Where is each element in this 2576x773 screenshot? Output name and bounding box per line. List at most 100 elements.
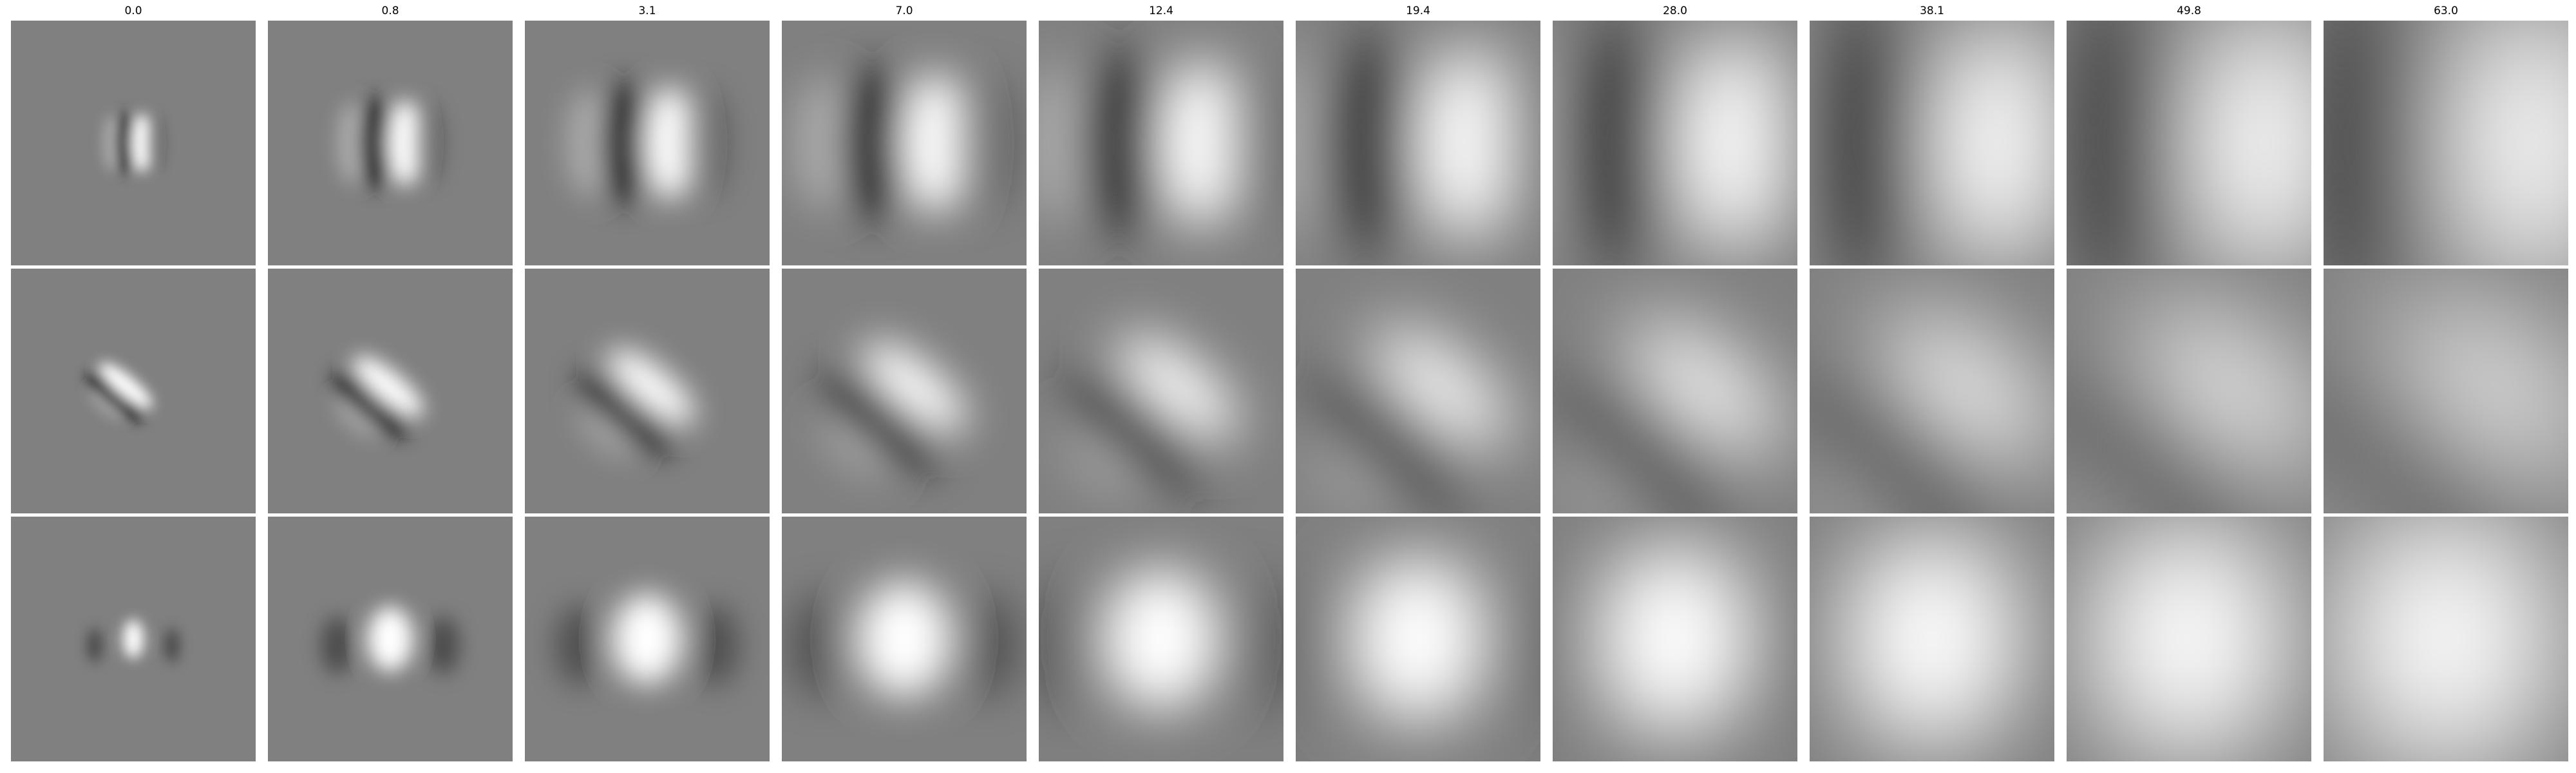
- dark-lobe: [790, 593, 856, 698]
- dark-lobe: [1564, 376, 1726, 513]
- dark-lobe: [2003, 549, 2054, 741]
- dark-lobe: [1076, 55, 1166, 231]
- column-title: 49.8: [2177, 5, 2201, 17]
- filter-panel: [782, 517, 1027, 761]
- dark-lobe: [685, 89, 728, 197]
- filter-image: [268, 517, 513, 761]
- dark-lobe: [1777, 59, 1797, 227]
- dark-lobe: [1553, 558, 1609, 732]
- filter-image: [2067, 517, 2311, 761]
- dark-lobe: [1039, 582, 1107, 709]
- filter-image: [525, 269, 770, 513]
- dark-lobe: [1072, 374, 1199, 485]
- light-lobe: [608, 348, 695, 425]
- dark-lobe: [580, 372, 672, 453]
- light-lobe: [902, 73, 969, 213]
- dark-lobe: [2266, 544, 2311, 747]
- light-lobe: [388, 100, 422, 186]
- light-lobe: [2188, 21, 2311, 265]
- filter-panel: [782, 269, 1027, 513]
- light-lobe: [123, 620, 144, 658]
- light-lobe: [337, 102, 366, 184]
- light-lobe: [354, 356, 424, 417]
- light-lobe: [2081, 517, 2297, 761]
- dark-lobe: [1314, 40, 1423, 246]
- dark-lobe: [1553, 26, 1680, 260]
- light-lobe: [1836, 530, 2028, 749]
- filter-image: [1296, 517, 1540, 761]
- light-lobe: [1309, 434, 1399, 513]
- filter-image: [268, 21, 513, 265]
- filter-panel: [525, 269, 770, 513]
- filter-image: [1296, 269, 1540, 513]
- filter-panel: [11, 21, 256, 265]
- dark-lobe: [1810, 21, 1937, 265]
- dark-lobe: [427, 616, 459, 674]
- column-title: 7.0: [895, 5, 913, 17]
- column-title: 12.4: [1149, 5, 1173, 17]
- dark-lobe: [1229, 63, 1283, 223]
- light-lobe: [1039, 63, 1093, 223]
- filter-panel: [525, 21, 770, 265]
- dark-lobe: [147, 115, 164, 171]
- light-lobe: [90, 389, 125, 419]
- dark-lobe: [956, 76, 1014, 210]
- light-lobe: [1810, 453, 1907, 513]
- filter-image: [782, 269, 1027, 513]
- filter-image: [2324, 269, 2568, 513]
- dark-lobe: [1502, 52, 1540, 234]
- filter-image: [11, 269, 256, 513]
- light-lobe: [1416, 45, 1519, 241]
- light-lobe: [1066, 424, 1145, 495]
- dark-lobe: [1478, 570, 1540, 721]
- dark-lobe: [1215, 582, 1283, 709]
- filter-panel: [525, 517, 770, 761]
- light-lobe: [567, 89, 610, 197]
- filter-image: [1810, 21, 2054, 265]
- dark-lobe: [2324, 542, 2363, 749]
- filter-panel: [11, 269, 256, 513]
- filter-image: [525, 517, 770, 761]
- filter-panel: [2324, 517, 2568, 761]
- dark-lobe: [2067, 544, 2112, 747]
- light-lobe: [1930, 21, 2054, 265]
- light-lobe: [612, 594, 682, 684]
- filter-image: [11, 517, 256, 761]
- dark-lobe: [1318, 374, 1463, 502]
- light-lobe: [579, 405, 636, 456]
- filter-panel: [2324, 21, 2568, 265]
- filter-panel: [1039, 269, 1283, 513]
- filter-image: [2067, 21, 2311, 265]
- dark-lobe: [2051, 106, 2054, 180]
- dark-lobe: [2324, 21, 2451, 265]
- filter-image: [1039, 517, 1283, 761]
- filter-image: [1553, 269, 1797, 513]
- light-lobe: [1884, 310, 2054, 462]
- dark-lobe: [2067, 21, 2194, 265]
- filter-panel: [1039, 21, 1283, 265]
- dark-lobe: [556, 605, 605, 686]
- filter-image: [1553, 517, 1797, 761]
- dark-lobe: [164, 628, 180, 663]
- dark-lobe: [1810, 549, 1861, 741]
- dark-lobe: [87, 372, 143, 421]
- dark-lobe: [414, 102, 443, 184]
- filter-panel: [1810, 269, 2054, 513]
- light-lobe: [857, 581, 951, 697]
- filter-panel: [1296, 517, 1540, 761]
- column-title: 28.0: [1663, 5, 1687, 17]
- light-lobe: [99, 362, 153, 409]
- filter-panel: [268, 21, 513, 265]
- filter-image: [782, 21, 1027, 265]
- filter-image: [1553, 21, 1797, 265]
- light-lobe: [1673, 32, 1795, 254]
- filter-panel: [1553, 517, 1797, 761]
- light-lobe: [2326, 517, 2566, 761]
- dark-lobe: [357, 97, 393, 189]
- light-lobe: [2067, 464, 2161, 513]
- filter-image: [268, 269, 513, 513]
- filter-panel: [2324, 269, 2568, 513]
- light-lobe: [103, 115, 120, 171]
- dark-lobe: [1741, 558, 1797, 732]
